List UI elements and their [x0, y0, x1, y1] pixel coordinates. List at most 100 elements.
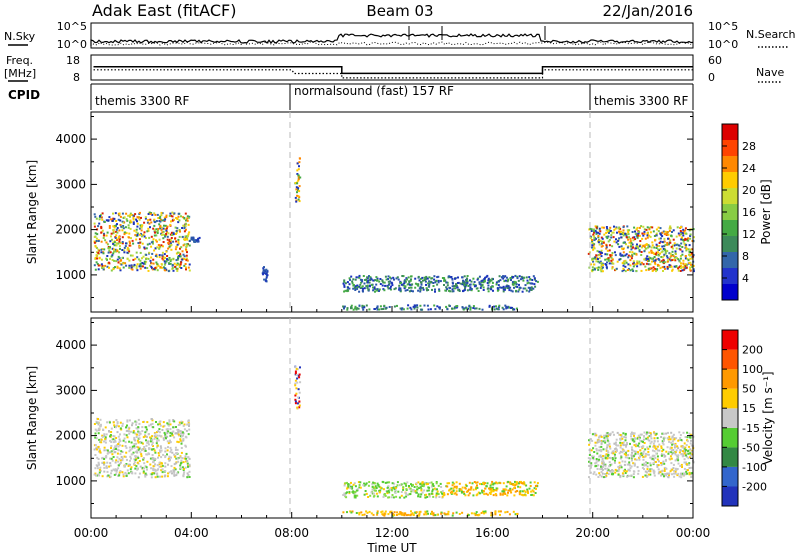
power-echo-cell	[632, 260, 635, 263]
power-echo-cell	[295, 186, 298, 189]
power-echo-cell	[637, 247, 640, 250]
power-echo-cell	[684, 265, 687, 268]
power-echo-cell	[163, 267, 166, 270]
velocity-echo-cell	[672, 449, 675, 451]
power-echo-cell	[127, 226, 130, 229]
velocity-echo-cell	[646, 462, 649, 465]
power-echo-cell	[343, 279, 346, 282]
velocity-echo-cell	[407, 513, 410, 516]
power-echo-cell	[526, 282, 529, 285]
velocity-echo-cell	[475, 481, 478, 484]
velocity-echo-cell	[131, 422, 134, 425]
power-echo-cell	[676, 226, 679, 229]
power-echo-cell	[382, 288, 385, 291]
velocity-echo-cell	[688, 471, 691, 474]
velocity-echo-cell	[641, 463, 644, 466]
velocity-colorbar-tick-label: 50	[742, 383, 756, 396]
power-echo-cell	[373, 286, 376, 289]
power-echo-cell	[354, 278, 357, 281]
power-echo-cell	[613, 240, 616, 243]
power-echo-cell	[175, 233, 177, 235]
velocity-echo-cell	[605, 448, 608, 451]
power-echo-cell	[611, 266, 614, 269]
velocity-echo-cell	[482, 482, 485, 485]
power-echo-cell	[100, 225, 103, 228]
power-echo-cell	[606, 253, 609, 256]
velocity-echo-cell	[109, 457, 111, 460]
power-echo-cell	[491, 277, 494, 280]
velocity-echo-cell	[185, 457, 188, 460]
power-echo-cell	[178, 265, 181, 267]
power-echo-cell	[169, 240, 172, 243]
power-echo-cell	[692, 264, 695, 267]
velocity-echo-cell	[610, 452, 613, 455]
velocity-echo-cell	[136, 445, 138, 448]
velocity-echo-cell	[530, 494, 533, 496]
power-echo-cell	[359, 283, 362, 286]
power-echo-cell	[603, 233, 606, 236]
power-echo-cell	[126, 251, 129, 254]
velocity-echo-cell	[187, 456, 190, 459]
velocity-echo-cell	[119, 453, 122, 456]
power-echo-cell	[624, 259, 627, 262]
power-echo-cell	[143, 221, 146, 224]
velocity-echo-cell	[656, 458, 659, 461]
velocity-echo-cell	[673, 437, 676, 439]
velocity-echo-cell	[606, 457, 609, 460]
velocity-echo-cell	[624, 456, 627, 459]
velocity-echo-cell	[451, 484, 454, 487]
power-echo-cell	[650, 267, 653, 270]
velocity-echo-cell	[685, 461, 688, 464]
velocity-echo-cell	[434, 514, 437, 517]
velocity-echo-cell	[460, 489, 463, 492]
power-echo-cell	[188, 231, 191, 234]
power-echo-cell	[179, 247, 181, 250]
velocity-echo-cell	[153, 435, 156, 438]
power-echo-cell	[367, 288, 370, 291]
velocity-echo-cell	[383, 514, 386, 517]
velocity-echo-cell	[502, 490, 505, 493]
power-echo-cell	[119, 224, 122, 226]
velocity-echo-cell	[96, 465, 99, 468]
power-echo-cell	[403, 287, 406, 290]
velocity-echo-cell	[516, 513, 518, 516]
power-echo-cell	[171, 215, 174, 218]
velocity-echo-cell	[117, 445, 120, 448]
velocity-echo-cell	[158, 423, 161, 425]
velocity-echo-cell	[631, 432, 634, 435]
velocity-echo-cell	[137, 426, 140, 429]
velocity-echo-cell	[367, 496, 370, 498]
power-echo-cell	[687, 259, 690, 262]
power-echo-cell	[675, 265, 678, 268]
power-echo-cell	[297, 189, 299, 192]
velocity-echo-cell	[516, 490, 519, 492]
velocity-echo-cell	[116, 456, 119, 459]
velocity-echo-cell	[639, 449, 642, 452]
velocity-echo-cell	[663, 475, 665, 478]
power-echo-cell	[528, 286, 531, 289]
power-echo-cell	[406, 307, 409, 310]
velocity-echo-cell	[161, 471, 164, 474]
velocity-echo-cell	[474, 514, 477, 517]
power-echo-cell	[682, 240, 685, 243]
velocity-echo-cell	[423, 481, 426, 484]
power-echo-cell	[135, 267, 138, 270]
velocity-echo-cell	[626, 475, 629, 478]
power-echo-cell	[131, 268, 134, 271]
power-echo-cell	[434, 288, 436, 291]
velocity-echo-cell	[685, 454, 687, 457]
power-echo-cell	[511, 306, 514, 309]
power-echo-cell	[649, 226, 652, 228]
power-echo-cell	[645, 243, 648, 246]
velocity-echo-cell	[367, 484, 370, 487]
velocity-echo-cell	[688, 467, 691, 469]
velocity-echo-cell	[464, 483, 467, 486]
velocity-echo-cell	[596, 467, 599, 470]
velocity-echo-cell	[176, 432, 179, 435]
power-echo-cell	[512, 283, 515, 286]
power-echo-cell	[465, 280, 468, 282]
velocity-echo-cell	[146, 460, 149, 463]
velocity-echo-cell	[99, 466, 102, 469]
velocity-echo-cell	[376, 495, 379, 498]
power-echo-cell	[176, 267, 179, 270]
